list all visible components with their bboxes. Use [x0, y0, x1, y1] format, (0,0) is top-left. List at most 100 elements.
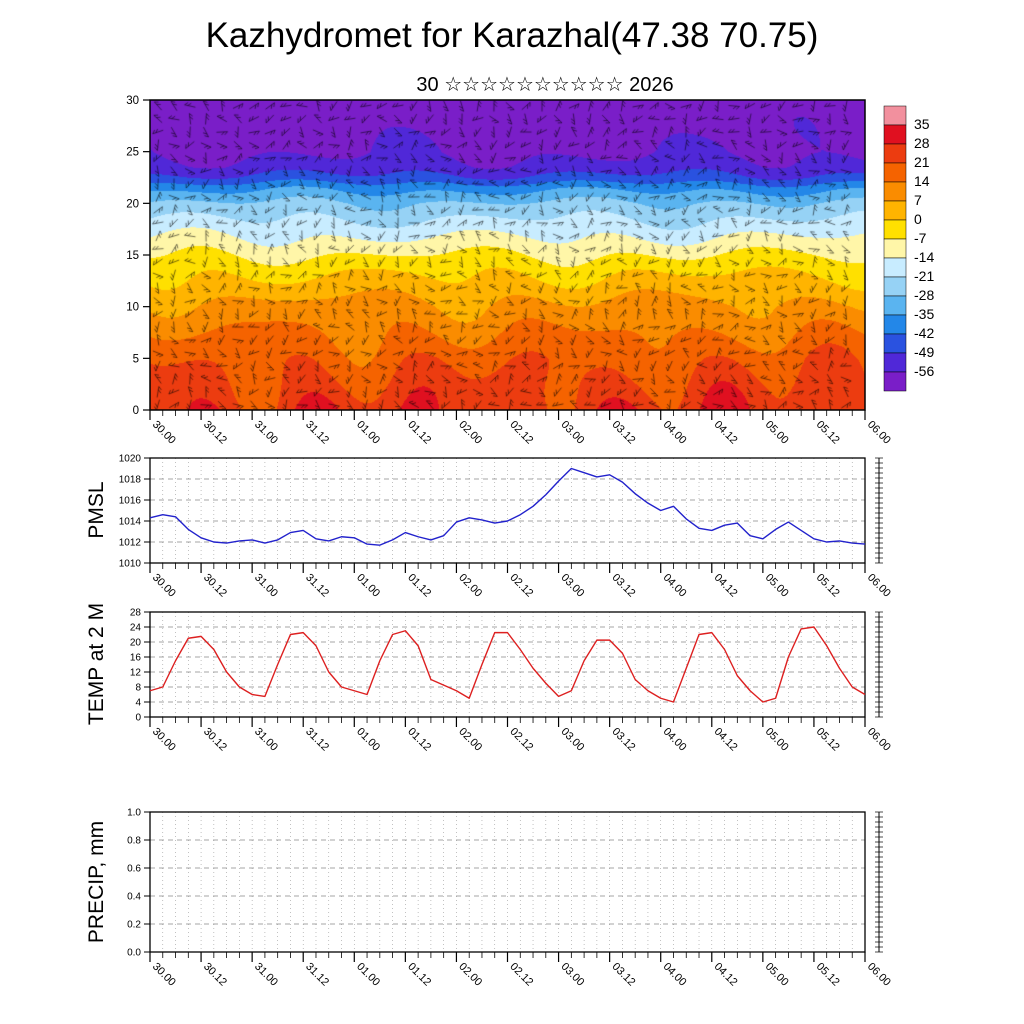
colorbar-band [883, 333, 907, 354]
x-tick-label: 01.00 [354, 726, 382, 754]
x-tick-label: 03.12 [610, 419, 638, 447]
colorbar-label: -14 [914, 249, 934, 265]
x-tick-label: 01.00 [354, 961, 382, 989]
colorbar-label: -49 [914, 344, 934, 360]
colorbar-label: -42 [914, 325, 934, 341]
y-tick-label: 12 [130, 668, 142, 679]
x-tick-label: 02.00 [456, 961, 484, 989]
x-tick-label: 05.12 [814, 572, 842, 600]
colorbar-band [883, 352, 907, 373]
y-tick-label: 30 [126, 95, 139, 107]
colorbar-band [883, 276, 907, 297]
x-tick-label: 06.00 [865, 572, 893, 600]
y-tick-label: 0 [133, 405, 139, 417]
x-tick-label: 04.00 [661, 572, 689, 600]
x-tick-label: 30.12 [201, 572, 229, 600]
x-tick-label: 31.00 [252, 726, 280, 754]
y-tick-label: 0 [135, 713, 141, 724]
x-tick-label: 01.12 [405, 726, 433, 754]
colorbar-label: 28 [914, 135, 930, 151]
x-tick-label: 04.00 [661, 961, 689, 989]
x-tick-label: 01.00 [354, 419, 382, 447]
x-tick-label: 03.00 [558, 572, 586, 600]
x-tick-label: 30.00 [150, 726, 178, 754]
y-tick-label: 8 [135, 683, 141, 694]
x-tick-label: 05.00 [763, 419, 791, 447]
x-tick-label: 04.12 [712, 726, 740, 754]
y-tick-label: 24 [130, 623, 142, 634]
x-tick-label: 02.00 [456, 726, 484, 754]
x-tick-label: 30.12 [201, 419, 229, 447]
date-subtitle: 30 ☆☆☆☆☆☆☆☆☆☆ 2026 [416, 74, 674, 96]
x-tick-label: 05.00 [763, 726, 791, 754]
x-tick-label: 02.12 [507, 419, 535, 447]
x-tick-label: 31.12 [303, 726, 331, 754]
x-tick-label: 31.12 [303, 961, 331, 989]
x-tick-label: 02.00 [456, 419, 484, 447]
colorbar-label: 35 [914, 116, 930, 132]
pmsl-line [149, 467, 866, 546]
x-tick-label: 02.12 [507, 572, 535, 600]
x-tick-label: 02.00 [456, 572, 484, 600]
x-tick-label: 04.12 [712, 572, 740, 600]
x-tick-label: 31.12 [303, 572, 331, 600]
x-tick-label: 30.12 [201, 726, 229, 754]
page-title: Kazhydromet for Karazhal(47.38 70.75) [205, 16, 819, 55]
x-tick-label: 06.00 [865, 726, 893, 754]
y-tick-label: 25 [126, 147, 139, 159]
x-tick-label: 04.00 [661, 726, 689, 754]
y-tick-label: 0.6 [127, 864, 141, 875]
x-tick-label: 02.12 [507, 961, 535, 989]
y-tick-label: 28 [130, 608, 142, 619]
colorbar-label: 7 [914, 192, 922, 208]
cross-section-border [149, 99, 866, 411]
colorbar-label: -56 [914, 363, 934, 379]
colorbar-label: -28 [914, 287, 934, 303]
x-tick-label: 05.12 [814, 419, 842, 447]
colorbar-band [883, 371, 907, 392]
colorbar-band [883, 238, 907, 259]
x-tick-label: 31.00 [252, 961, 280, 989]
x-tick-label: 01.12 [405, 572, 433, 600]
colorbar-band [883, 219, 907, 240]
cross-section-heatmap [150, 100, 865, 410]
x-tick-label: 03.12 [610, 726, 638, 754]
colorbar-band [883, 105, 907, 126]
x-tick-label: 31.00 [252, 419, 280, 447]
x-tick-label: 05.00 [763, 572, 791, 600]
x-tick-label: 30.12 [201, 961, 229, 989]
colorbar-label: 0 [914, 211, 922, 227]
y-tick-label: 10 [126, 302, 139, 314]
x-tick-label: 02.12 [507, 726, 535, 754]
y-tick-label: 20 [126, 198, 139, 210]
x-tick-label: 03.00 [558, 419, 586, 447]
y-tick-label: 1014 [119, 517, 142, 528]
x-tick-label: 31.00 [252, 572, 280, 600]
colorbar-band [883, 200, 907, 221]
x-tick-label: 03.12 [610, 961, 638, 989]
x-tick-label: 03.12 [610, 572, 638, 600]
y-tick-label: 1012 [119, 538, 142, 549]
y-tick-label: 0.2 [127, 920, 141, 931]
x-tick-label: 01.12 [405, 961, 433, 989]
x-tick-label: 30.00 [150, 961, 178, 989]
x-tick-label: 04.12 [712, 961, 740, 989]
x-tick-label: 05.12 [814, 726, 842, 754]
x-tick-label: 06.00 [865, 419, 893, 447]
y-tick-label: 1018 [119, 475, 142, 486]
y-tick-label: 0.4 [127, 892, 141, 903]
x-tick-label: 01.00 [354, 572, 382, 600]
temp-line [149, 626, 866, 703]
y-tick-label: 5 [133, 353, 139, 365]
colorbar-band [883, 143, 907, 164]
y-tick-label: 1016 [119, 496, 142, 507]
y-tick-label: 1.0 [127, 808, 141, 819]
colorbar-band [883, 257, 907, 278]
x-tick-label: 04.00 [661, 419, 689, 447]
x-tick-label: 04.12 [712, 419, 740, 447]
x-tick-label: 03.00 [558, 726, 586, 754]
y-tick-label: 15 [126, 250, 139, 262]
colorbar-band [883, 314, 907, 335]
colorbar-band [883, 124, 907, 145]
